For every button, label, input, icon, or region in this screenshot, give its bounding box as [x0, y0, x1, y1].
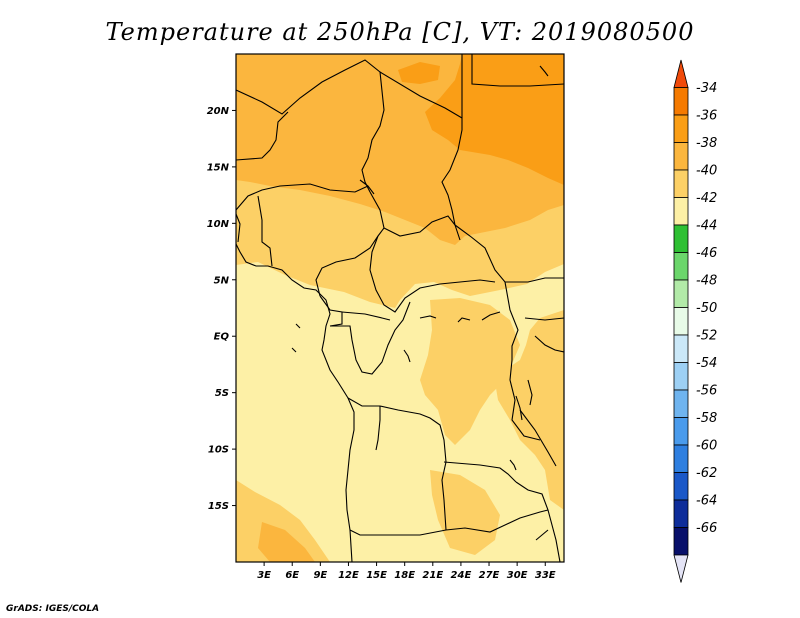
colorbar-label: -54 — [696, 356, 717, 371]
lat-tick-label: 20N — [207, 106, 230, 117]
lon-tick-label: 18E — [394, 570, 415, 581]
colorbar-segment — [673, 334, 689, 363]
colorbar-label: -48 — [696, 274, 717, 289]
colorbar-label: -42 — [696, 191, 717, 206]
colorbar-label: -34 — [696, 81, 717, 96]
colorbar-label: -40 — [696, 164, 717, 179]
colorbar-segment — [673, 444, 689, 473]
colorbar-label: -46 — [696, 246, 717, 261]
field-m42-m40-east — [495, 310, 564, 510]
colorbar-label: -38 — [696, 136, 717, 151]
colorbar-segment — [673, 389, 689, 418]
colorbar-segment — [673, 362, 689, 391]
colorbar-segment — [673, 114, 689, 143]
field-m42-m40-east-inner — [420, 298, 520, 445]
colorbar-label: -56 — [696, 384, 717, 399]
colorbar-label: -36 — [696, 109, 717, 124]
lat-tick-label: 5N — [214, 275, 230, 286]
lon-tick-label: 15E — [366, 570, 387, 581]
lat-tick-label: 10N — [207, 219, 230, 230]
temperature-field — [236, 54, 564, 562]
colorbar-segment — [673, 87, 689, 116]
colorbar: -34 -36 -38 -40 -42 -44 -46 -48 -50 -52 -54 -56 -58 -… — [673, 59, 717, 583]
country-borders — [236, 54, 564, 562]
colorbar-segment — [673, 169, 689, 198]
colorbar-segment — [673, 417, 689, 446]
colorbar-min-triangle — [673, 554, 689, 583]
lat-tick-label: EQ — [214, 332, 230, 343]
field-m40-m38-southwest — [258, 522, 315, 562]
lon-tick-label: 21E — [422, 570, 443, 581]
colorbar-segment — [673, 252, 689, 281]
longitude-axis: 3E 6E 9E 12E 15E 18E 21E 24E 27E 30E 33E — [257, 562, 556, 581]
colorbar-label: -58 — [696, 411, 717, 426]
colorbar-segment — [673, 499, 689, 528]
lon-tick-label: 3E — [257, 570, 271, 581]
colorbar-label: -60 — [696, 439, 717, 454]
lon-tick-label: 12E — [338, 570, 359, 581]
colorbar-segment — [673, 224, 689, 253]
grads-credit: GrADS: IGES/COLA — [6, 604, 100, 614]
field-m38-m36-nw — [398, 62, 440, 84]
lat-tick-label: 15N — [207, 162, 230, 173]
lon-tick-label: 30E — [507, 570, 528, 581]
lat-tick-label: 10S — [208, 445, 229, 456]
lon-tick-label: 27E — [479, 570, 500, 581]
lon-tick-label: 6E — [285, 570, 299, 581]
colorbar-max-triangle — [673, 59, 689, 88]
lat-tick-label: 5S — [215, 388, 229, 399]
field-m42-m40-south — [430, 470, 500, 555]
chart-title: Temperature at 250hPa [C], VT: 201908050… — [105, 18, 695, 46]
colorbar-label: -66 — [696, 521, 717, 536]
lon-tick-label: 9E — [313, 570, 327, 581]
colorbar-label: -52 — [696, 329, 717, 344]
lon-tick-label: 33E — [535, 570, 556, 581]
colorbar-segment — [673, 472, 689, 501]
colorbar-segment — [673, 307, 689, 336]
latitude-axis: 20N 15N 10N 5N EQ 5S 10S 15S — [207, 106, 236, 512]
colorbar-segment — [673, 279, 689, 308]
field-m38-m36 — [425, 54, 564, 185]
colorbar-segment — [673, 197, 689, 226]
colorbar-label: -62 — [696, 466, 717, 481]
colorbar-segment — [673, 142, 689, 171]
colorbar-label: -64 — [696, 494, 717, 509]
colorbar-label: -50 — [696, 301, 717, 316]
lon-tick-label: 24E — [451, 570, 472, 581]
lat-tick-label: 15S — [208, 501, 229, 512]
map-frame — [235, 53, 565, 563]
colorbar-label: -44 — [696, 219, 717, 234]
colorbar-segment — [673, 527, 689, 556]
